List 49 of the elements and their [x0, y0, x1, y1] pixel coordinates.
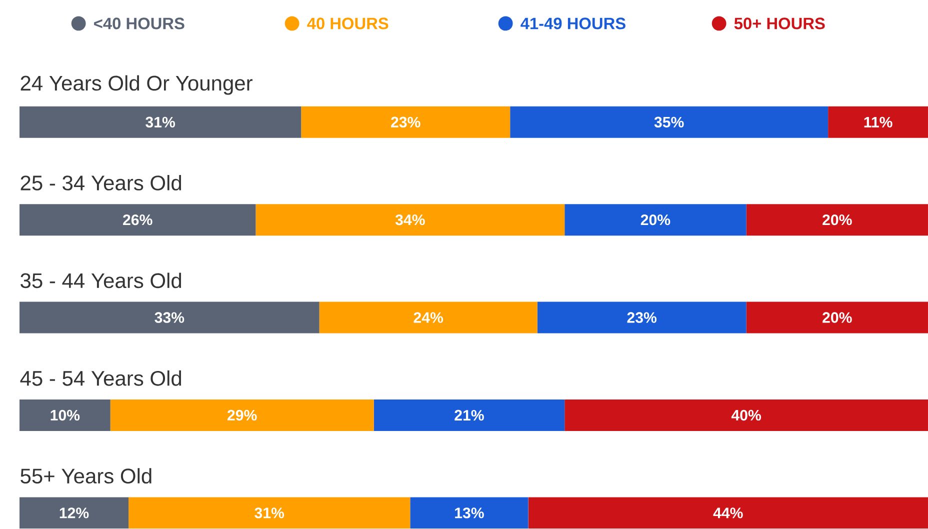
bar: [564, 400, 928, 432]
y-tick-label: 45 - 54 Years Old: [20, 370, 182, 386]
y-tick-label: 35 - 44 Years Old: [20, 272, 182, 288]
data-label: 20%: [640, 214, 670, 226]
bar: [528, 497, 928, 529]
bar: [319, 302, 538, 334]
data-label: 31%: [254, 508, 284, 518]
bar: [20, 204, 256, 236]
legend-label: 41-49 HOURS: [520, 18, 626, 30]
bar: [110, 400, 374, 432]
bar: [20, 400, 110, 432]
data-label: 35%: [654, 116, 684, 128]
bar: [374, 400, 565, 432]
bar: [128, 497, 410, 529]
bar: [828, 106, 928, 138]
data-label: 40%: [731, 410, 761, 421]
y-tick-label: 25 - 34 Years Old: [20, 175, 182, 191]
bar: [20, 106, 302, 138]
data-label: 29%: [228, 410, 257, 421]
data-label: 26%: [123, 214, 152, 226]
data-label: 20%: [822, 312, 852, 324]
data-label: 10%: [50, 410, 80, 421]
bar: [410, 497, 528, 529]
y-tick-label: 55+ Years Old: [20, 468, 152, 484]
data-label: 23%: [627, 312, 657, 324]
data-label: 24%: [414, 312, 444, 324]
data-label: 12%: [60, 508, 89, 518]
bar: [510, 106, 828, 138]
legend-label: 40 HOURS: [307, 18, 388, 30]
bar: [256, 204, 565, 236]
data-label: 34%: [395, 214, 425, 226]
legend-label: <40 HOURS: [94, 18, 184, 30]
bar: [20, 302, 320, 334]
data-label: 21%: [454, 410, 484, 421]
bar: [746, 204, 928, 236]
data-label: 13%: [455, 508, 484, 518]
y-tick-label: 24 Years Old Or Younger: [20, 75, 252, 96]
data-label: 20%: [822, 214, 852, 226]
bar: [564, 204, 746, 236]
data-label: 33%: [154, 312, 184, 324]
data-label: 44%: [713, 508, 743, 518]
data-label: 31%: [146, 116, 176, 128]
bar: [537, 302, 746, 334]
bar: [746, 302, 928, 334]
data-label: 23%: [391, 116, 420, 128]
data-label: 11%: [864, 117, 892, 128]
bar: [301, 106, 510, 138]
bar: [20, 497, 129, 529]
legend-label: 50+ HOURS: [734, 18, 825, 30]
